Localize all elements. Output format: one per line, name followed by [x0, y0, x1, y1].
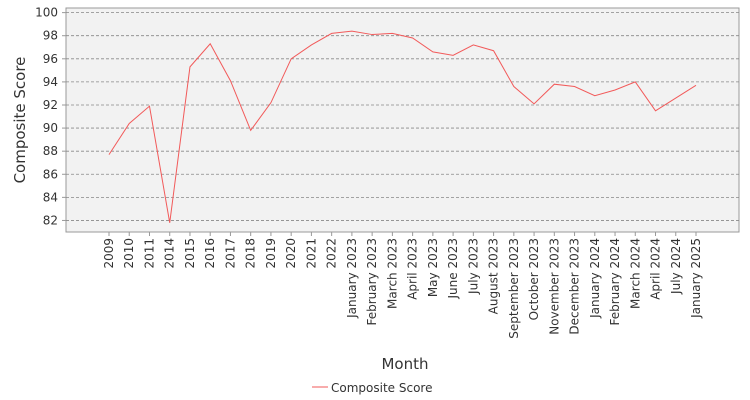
y-tick-label: 100: [35, 6, 58, 20]
x-tick-label: December 2023: [568, 238, 582, 335]
x-tick-label: September 2023: [507, 238, 521, 339]
y-tick-label: 96: [43, 52, 58, 66]
x-tick-label: July 2024: [669, 238, 683, 295]
x-tick-label: July 2023: [466, 238, 480, 295]
y-axis-label: Composite Score: [11, 57, 29, 184]
plot-area: [65, 7, 740, 233]
y-tick-label: 86: [43, 167, 58, 181]
y-tick-label: 88: [43, 144, 58, 158]
x-tick-label: 2022: [325, 238, 339, 269]
x-tick-label: 2018: [244, 238, 258, 269]
x-tick-label: April 2023: [406, 238, 420, 300]
y-tick-label: 90: [43, 121, 58, 135]
x-tick-label: 2011: [142, 238, 156, 269]
x-tick-label: November 2023: [547, 238, 561, 335]
x-tick-label: 2019: [264, 238, 278, 269]
x-tick-label: June 2023: [446, 238, 460, 300]
x-tick-label: October 2023: [527, 238, 541, 320]
x-tick-label: February 2023: [365, 238, 379, 326]
x-tick-label: March 2024: [628, 238, 642, 309]
y-tick-label: 82: [43, 213, 58, 227]
y-tick-label: 92: [43, 98, 58, 112]
y-tick-label: 98: [43, 29, 58, 43]
x-axis-label: Month: [381, 355, 428, 373]
y-tick-label: 84: [43, 190, 58, 204]
legend-label: Composite Score: [331, 381, 432, 395]
x-tick-label: 2017: [223, 238, 237, 269]
x-tick-label: 2021: [304, 238, 318, 269]
x-tick-label: February 2024: [608, 238, 622, 326]
x-tick-label: 2016: [203, 238, 217, 269]
x-tick-label: 2009: [102, 238, 116, 269]
x-tick-label: January 2023: [345, 238, 359, 319]
x-tick-label: April 2024: [649, 238, 663, 300]
x-tick-label: 2020: [284, 238, 298, 269]
x-tick-label: 2014: [163, 238, 177, 269]
x-tick-label: January 2025: [689, 238, 703, 319]
x-tick-label: March 2023: [385, 238, 399, 309]
x-tick-label: May 2023: [426, 238, 440, 297]
y-tick-label: 94: [43, 75, 58, 89]
x-tick-label: January 2024: [588, 238, 602, 319]
x-tick-label: August 2023: [487, 238, 501, 314]
x-tick-label: 2015: [183, 238, 197, 269]
x-tick-label: 2010: [122, 238, 136, 269]
line: [108, 30, 697, 223]
